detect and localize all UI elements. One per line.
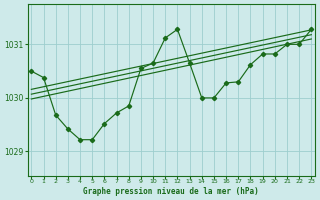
X-axis label: Graphe pression niveau de la mer (hPa): Graphe pression niveau de la mer (hPa) (84, 187, 259, 196)
